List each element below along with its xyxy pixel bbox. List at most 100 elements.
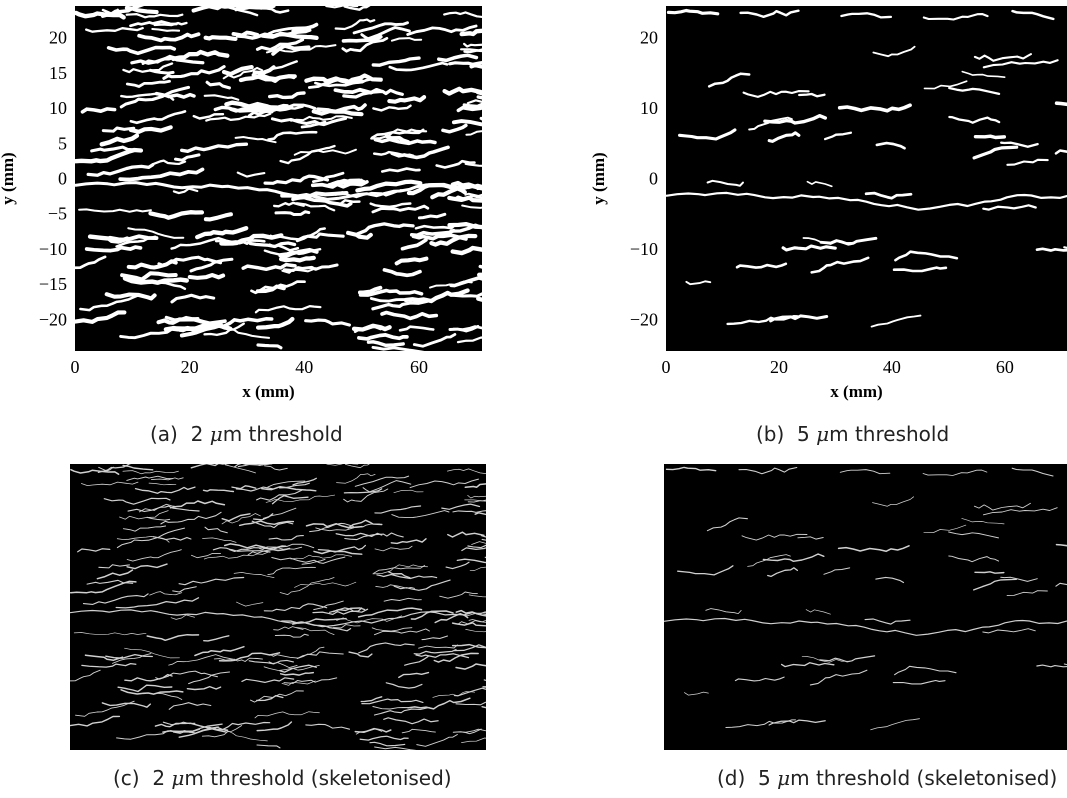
y-tick-label: 0 (649, 169, 658, 189)
crack-segment (343, 488, 383, 494)
crack-segment (156, 692, 183, 700)
panel-c-image (69, 457, 542, 754)
crack-segment (73, 255, 107, 270)
crack-segment (138, 503, 178, 513)
crack-segment (404, 655, 429, 666)
crack-segment (274, 210, 311, 216)
crack-segment (734, 676, 785, 682)
crack-segment (435, 159, 476, 169)
crack-segment (279, 577, 335, 595)
x-tick-label: 0 (662, 357, 671, 377)
crack-segment (222, 66, 264, 80)
crack-segment (483, 678, 512, 684)
crack-segment (706, 517, 748, 532)
crack-segment (468, 616, 508, 623)
crack-segment (892, 266, 948, 273)
crack-segment (126, 549, 182, 562)
crack-segment (314, 77, 381, 88)
crack-segment (418, 644, 458, 649)
crack-segment (281, 267, 317, 274)
crack-segment (390, 538, 427, 545)
y-tick-label: −10 (630, 239, 658, 259)
crack-segment (290, 554, 352, 560)
crack-segment (137, 32, 201, 43)
crack-segment (312, 607, 363, 616)
crack-segment (148, 210, 205, 220)
caption-d: (d) 5 μm threshold (skeletonised) (717, 766, 1057, 790)
crack-segment (705, 608, 742, 615)
crack-segment (802, 237, 853, 245)
crack-segment (112, 653, 152, 664)
crack-segment (171, 319, 227, 331)
crack-segment (195, 226, 249, 240)
crack-segment (126, 563, 168, 570)
crack-segment (122, 525, 167, 532)
crack-segment (948, 531, 999, 539)
crack-segment (90, 145, 139, 153)
crack-segment (256, 343, 283, 350)
crack-segment (769, 314, 829, 323)
crack-segment (122, 464, 154, 471)
crack-segment (394, 256, 429, 266)
crack-segment (125, 79, 171, 88)
crack-segment (160, 511, 222, 525)
x-axis-label: x (mm) (830, 382, 882, 401)
crack-segment (304, 318, 351, 327)
crack-segment (371, 204, 430, 214)
crack-segment (79, 293, 141, 312)
caption-c-value: 2 (152, 766, 166, 790)
crack-segment (228, 545, 287, 553)
crack-segment (398, 671, 430, 679)
crack-segment (357, 285, 383, 295)
crack-segment (256, 489, 303, 501)
crack-segment (73, 10, 126, 20)
crack-segment (73, 632, 147, 636)
crack-segment (948, 115, 1001, 124)
crack-segment (357, 607, 423, 618)
crack-segment (366, 340, 405, 348)
crack-segment (104, 292, 157, 301)
crack-segment (416, 734, 458, 747)
crack-segment (455, 663, 505, 670)
crack-segment (255, 316, 295, 330)
crack-segment (281, 680, 316, 686)
crack-segment (326, 461, 359, 466)
crack-segment (271, 44, 311, 56)
crack-segment (372, 104, 412, 112)
crack-segment (412, 333, 457, 348)
crack-segment (289, 115, 353, 122)
crack-segment (69, 669, 101, 682)
y-tick-label: 10 (49, 98, 67, 118)
crack-segment (204, 526, 228, 534)
crack-segment (238, 4, 275, 11)
crack-segment (413, 648, 457, 655)
mu-symbol: μ (777, 766, 791, 790)
crack-segment (439, 591, 478, 599)
crack-segment (1000, 141, 1039, 148)
crack-segment (116, 730, 175, 740)
crack-segment (373, 137, 437, 146)
crack-segment (271, 495, 309, 505)
crack-segment (235, 486, 274, 492)
crack-segment (414, 223, 457, 230)
crack-segment (388, 61, 449, 72)
crack-segment (735, 262, 788, 269)
crack-segment (264, 465, 288, 471)
crack-segment (973, 502, 1031, 511)
crack-segment (763, 114, 827, 125)
crack-segment (767, 131, 801, 143)
crack-segment (149, 591, 183, 596)
crack-segment (371, 299, 430, 311)
crack-segment (355, 179, 423, 193)
crack-segment (370, 128, 425, 139)
crack-segment (231, 30, 260, 38)
crack-segment (84, 654, 124, 661)
crack-segment (1036, 664, 1067, 668)
crack-segment (151, 159, 187, 166)
crack-segment (429, 280, 473, 289)
crack-segment (875, 141, 906, 150)
crack-segment (223, 729, 268, 742)
crack-segment (780, 662, 835, 668)
crack-segment (218, 652, 281, 662)
